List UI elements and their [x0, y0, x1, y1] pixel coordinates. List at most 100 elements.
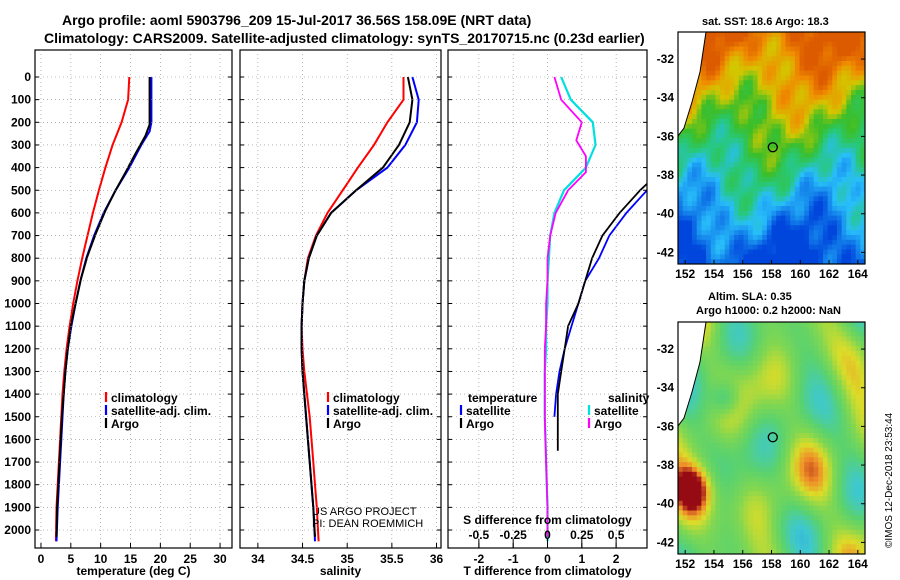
map-cell — [710, 418, 716, 425]
map-cell — [724, 539, 731, 545]
map-cell — [724, 152, 731, 159]
map-lon-label: 162 — [819, 267, 839, 281]
map-cell — [743, 476, 749, 483]
map-cell — [794, 452, 801, 458]
map-cell — [785, 505, 791, 512]
map-cell — [715, 239, 721, 246]
map-cell — [757, 104, 763, 110]
map-cell — [794, 235, 801, 241]
map-cell — [687, 244, 693, 251]
map-cell — [794, 520, 801, 526]
map-cell — [757, 172, 763, 178]
map-cell — [692, 230, 698, 236]
map-cell — [808, 210, 815, 217]
map-cell — [701, 235, 707, 241]
map-cell — [771, 433, 777, 439]
map-cell — [771, 360, 777, 367]
map-cell — [776, 375, 782, 381]
map-cell — [790, 143, 796, 149]
map-cell — [860, 51, 865, 57]
map-cell — [734, 239, 740, 246]
map-cell — [762, 423, 768, 429]
map-cell — [734, 157, 740, 164]
map-cell — [780, 90, 787, 96]
map-cell — [841, 148, 847, 154]
map-cell — [832, 114, 838, 120]
map-cell — [752, 438, 759, 444]
map-cell — [715, 75, 721, 81]
map-cell — [771, 384, 777, 391]
map-cell — [860, 409, 865, 415]
map-cell — [785, 457, 791, 463]
map-cell — [706, 351, 712, 357]
map-cell — [696, 225, 702, 231]
map-cell — [715, 351, 721, 357]
map-cell — [748, 370, 754, 376]
map-cell — [734, 201, 740, 207]
map-cell — [790, 500, 796, 507]
map-cell — [757, 423, 763, 429]
map-cell — [855, 225, 861, 231]
map-cell — [701, 486, 707, 492]
map-cell — [799, 351, 805, 357]
map-cell — [743, 467, 749, 473]
map-cell — [729, 85, 735, 91]
map-cell — [710, 534, 716, 541]
map-cell — [813, 65, 819, 72]
map-cell — [729, 534, 735, 541]
map-cell — [846, 442, 852, 449]
map-cell — [855, 148, 861, 154]
map-cell — [836, 109, 843, 115]
map-cell — [720, 375, 726, 381]
map-cell — [850, 394, 857, 400]
map-cell — [720, 549, 726, 554]
map-cell — [827, 452, 833, 458]
map-cell — [785, 75, 791, 81]
map-cell — [827, 500, 833, 507]
map-cell — [808, 123, 815, 130]
map-cell — [785, 346, 791, 352]
map-cell — [790, 119, 796, 125]
map-cell — [780, 249, 787, 255]
map-cell — [822, 375, 829, 381]
map-cell — [813, 360, 819, 367]
map-cell — [818, 181, 824, 188]
map-cell — [701, 442, 707, 449]
map-cell — [687, 167, 693, 173]
map-cell — [785, 404, 791, 410]
map-cell — [696, 433, 702, 439]
map-cell — [841, 346, 847, 352]
map-cell — [776, 244, 782, 251]
map-cell — [813, 162, 819, 168]
map-cell — [818, 128, 824, 135]
map-cell — [720, 70, 726, 77]
map-cell — [752, 496, 759, 502]
map-cell — [692, 442, 698, 449]
map-cell — [687, 447, 693, 454]
map-cell — [687, 191, 693, 197]
x-tick-label: 1 — [578, 552, 585, 566]
map-cell — [794, 549, 801, 554]
map-cell — [715, 496, 721, 502]
legend-title-temperature: temperature — [468, 391, 538, 405]
map-cell — [799, 336, 805, 342]
map-cell — [748, 167, 754, 173]
map-cell — [850, 75, 857, 81]
map-cell — [785, 80, 791, 86]
map-cell — [720, 428, 726, 434]
map-cell — [790, 331, 796, 338]
map-cell — [790, 476, 796, 483]
map-cell — [850, 418, 857, 425]
map-cell — [804, 61, 810, 67]
map-cell — [836, 500, 843, 507]
map-lon-label: 156 — [733, 557, 753, 571]
map-cell — [808, 259, 815, 264]
map-cell — [855, 36, 861, 43]
map-cell — [799, 500, 805, 507]
map-cell — [720, 41, 726, 48]
map-cell — [836, 389, 843, 396]
map-cell — [808, 442, 815, 449]
map-cell — [841, 172, 847, 178]
map-cell — [720, 230, 726, 236]
map-cell — [706, 119, 712, 125]
